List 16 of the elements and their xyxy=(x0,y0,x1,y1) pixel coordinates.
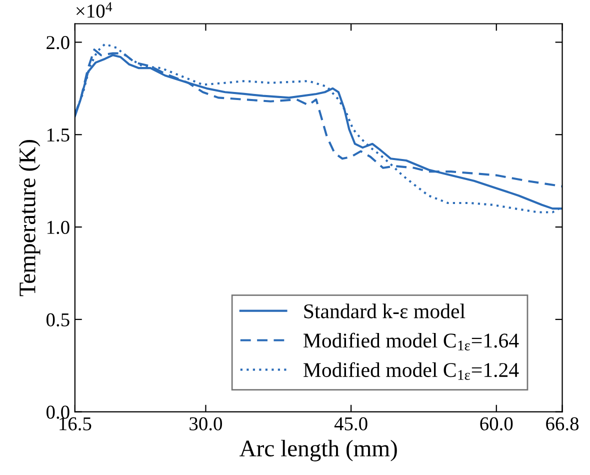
legend-label: Modified model C$_{1ε}$=1.24 xyxy=(304,362,519,380)
text: ×10$^{4}$ xyxy=(76,2,112,18)
legend-label: Standard k-ε model xyxy=(304,304,466,318)
y-tick-label: 0.0 xyxy=(46,406,70,419)
x-axis-title: Arc length (mm) xyxy=(239,440,397,462)
x-tick-label: 60.0 xyxy=(480,417,513,430)
y-tick-label: 1.5 xyxy=(47,128,70,142)
y-tick-label: 0.5 xyxy=(46,313,70,326)
y-axis-title: Temperature (K) xyxy=(18,140,40,296)
y-tick-label: 2.0 xyxy=(46,36,70,50)
y-tick-label: 1.0 xyxy=(47,220,70,234)
legend-label: Modified model C$_{1ε}$=1.64 xyxy=(304,332,519,350)
x-tick-label: 45.0 xyxy=(334,417,368,430)
x-tick-label: 30.0 xyxy=(190,417,222,430)
x-tick-label: 16.5 xyxy=(60,417,92,430)
x-tick-label: 66.8 xyxy=(546,417,579,430)
